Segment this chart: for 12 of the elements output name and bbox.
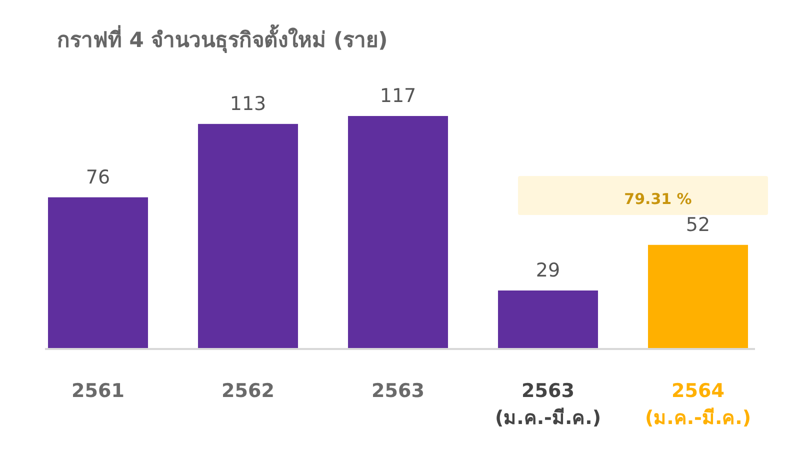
- x-tick-label: 2561: [72, 380, 124, 402]
- x-tick-label: 2563 (ม.ค.-มี.ค.): [494, 380, 602, 429]
- annotation: 79.31 %: [624, 190, 692, 208]
- chart-title: กราฟที่ 4 จำนวนธุรกิจตั้งใหม่ (ราย): [57, 24, 388, 54]
- data-label: 113: [230, 92, 266, 115]
- data-label: 52: [686, 214, 710, 236]
- x-tick-label: 2562: [222, 380, 274, 402]
- x-tick-label: 2563: [372, 380, 424, 402]
- data-label: 76: [86, 166, 110, 188]
- x-tick-label: 2564 (ม.ค.-มี.ค.): [644, 380, 752, 429]
- data-label: 117: [380, 85, 416, 107]
- data-label: 29: [536, 259, 560, 282]
